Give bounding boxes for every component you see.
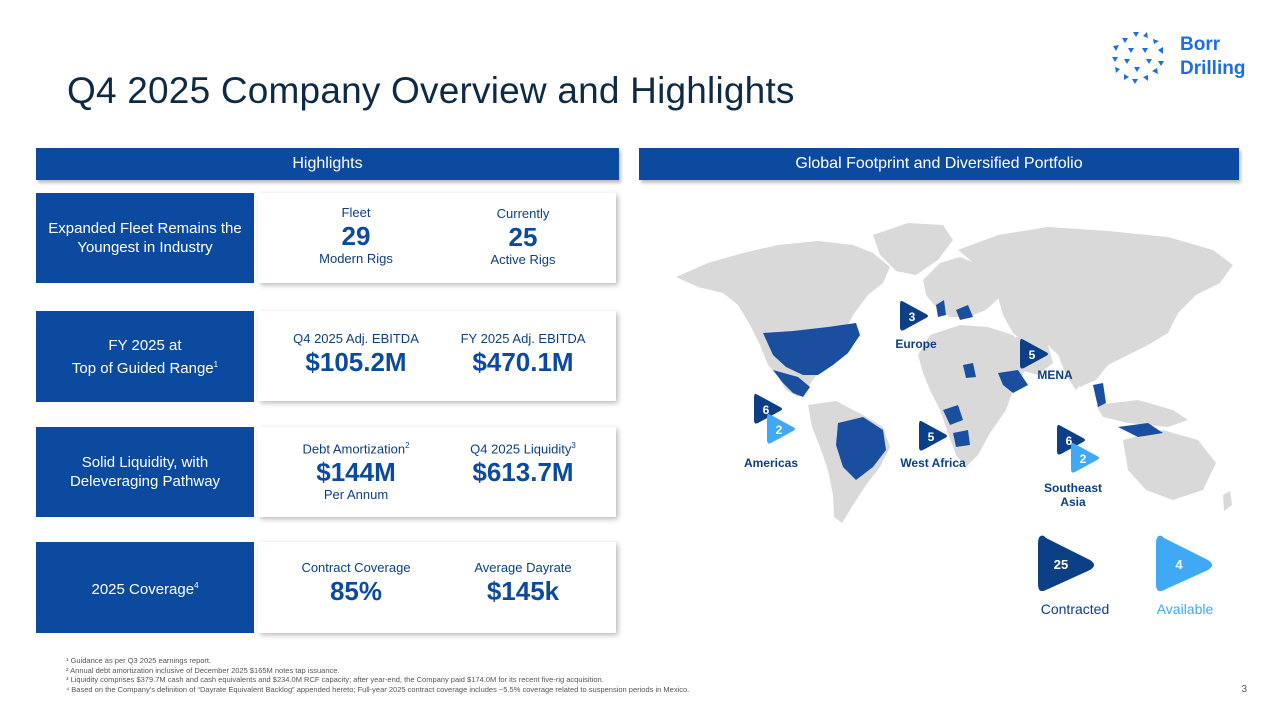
world-map — [676, 223, 1233, 523]
row-box-coverage: Contract Coverage 85% Average Dayrate $1… — [258, 542, 616, 633]
footnote-1: ¹ Guidance as per Q3 2025 earnings repor… — [66, 656, 212, 665]
map-thailand — [1093, 383, 1106, 407]
europe-contracted: 3 — [909, 310, 916, 324]
map-australia — [1123, 430, 1216, 500]
region-americas-available-marker: 2 — [767, 413, 795, 444]
map-libya — [963, 363, 976, 378]
metric-debt-amortization: Debt Amortization2 $144M Per Annum — [302, 441, 410, 503]
metric-active-rigs: Currently 25 Active Rigs — [490, 206, 556, 267]
logo-text-line2: Drilling — [1180, 58, 1246, 79]
row-label-liquidity: Solid Liquidity, with Deleveraging Pathw… — [36, 427, 254, 517]
mena-contracted: 5 — [1029, 348, 1036, 362]
legend-available-label: Available — [1156, 601, 1214, 617]
footnote-2: ² Annual debt amortization inclusive of … — [66, 665, 340, 675]
metric-average-dayrate: Average Dayrate $145k — [474, 560, 572, 606]
region-se-asia-label: Southeast Asia — [1043, 481, 1102, 509]
region-mena-marker: 5 — [1020, 338, 1048, 369]
region-west-africa-label: West Africa — [900, 456, 966, 470]
row-label-ebitda: FY 2025 at Top of Guided Range1 — [36, 311, 254, 402]
logo-mark-icon — [1112, 32, 1164, 84]
map-uk — [936, 300, 946, 317]
footnote-3: ³ Liquidity comprises $379.7M cash and c… — [66, 675, 604, 684]
logo-text-line1: Borr — [1180, 34, 1221, 55]
footnote-4: ⁴ Based on the Company’s definition of “… — [66, 684, 690, 694]
borr-drilling-logo: Borr Drilling — [1110, 30, 1260, 86]
se-asia-contracted: 6 — [1066, 434, 1073, 448]
map-west-africa — [943, 405, 963, 425]
map-south-asia — [1056, 343, 1093, 390]
metric-fleet: Fleet 29 Modern Rigs — [319, 205, 393, 266]
legend-contracted-label: Contracted — [1040, 601, 1110, 617]
map-indonesia — [1096, 400, 1188, 427]
map-africa — [918, 325, 1028, 467]
region-americas-label: Americas — [743, 456, 799, 470]
se-asia-available: 2 — [1080, 452, 1087, 466]
map-greenland — [873, 223, 953, 275]
legend-available-marker: 4 — [1156, 535, 1212, 592]
map-asia — [958, 227, 1233, 387]
legend-contracted-value: 25 — [1054, 557, 1068, 572]
region-se-asia-available-marker: 2 — [1071, 442, 1099, 473]
footnotes: ¹ Guidance as per Q3 2025 earnings repor… — [66, 656, 966, 694]
row-box-liquidity: Debt Amortization2 $144M Per Annum Q4 20… — [258, 427, 616, 517]
region-europe-marker: 3 — [900, 300, 928, 331]
map-angola — [953, 430, 970, 447]
row-box-fleet: Fleet 29 Modern Rigs Currently 25 Active… — [258, 193, 616, 283]
map-saudi — [998, 370, 1028, 393]
row-label-coverage: 2025 Coverage4 — [36, 542, 254, 633]
americas-contracted: 6 — [763, 403, 770, 417]
page-number: 3 — [1241, 684, 1247, 695]
map-north-america — [676, 241, 890, 397]
metric-q4-ebitda: Q4 2025 Adj. EBITDA $105.2M — [293, 331, 419, 377]
map-indonesia-highlight — [1118, 423, 1163, 437]
map-brazil — [836, 417, 886, 480]
region-americas-marker: 6 — [754, 393, 782, 424]
map-usa — [763, 323, 860, 375]
region-west-africa-marker: 5 — [919, 420, 947, 451]
west-africa-contracted: 5 — [928, 430, 935, 444]
row-label-fleet: Expanded Fleet Remains the Youngest in I… — [36, 193, 254, 283]
footprint-header: Global Footprint and Diversified Portfol… — [639, 148, 1239, 180]
region-europe-label: Europe — [895, 337, 937, 351]
metric-fy-ebitda: FY 2025 Adj. EBITDA $470.1M — [460, 331, 586, 377]
americas-available: 2 — [776, 423, 783, 437]
row-box-ebitda: Q4 2025 Adj. EBITDA $105.2M FY 2025 Adj.… — [258, 311, 616, 401]
metric-contract-coverage: Contract Coverage 85% — [301, 560, 411, 606]
region-se-asia-marker: 6 — [1057, 424, 1085, 455]
page-title: Q4 2025 Company Overview and Highlights — [67, 70, 795, 111]
map-mexico — [773, 370, 810, 397]
highlights-header: Highlights — [36, 148, 619, 180]
map-north-sea — [956, 305, 973, 320]
legend-contracted-marker: 25 — [1038, 535, 1094, 592]
metric-liquidity: Q4 2025 Liquidity3 $613.7M — [470, 441, 576, 488]
legend-available-value: 4 — [1175, 557, 1183, 572]
region-mena-label: MENA — [1037, 368, 1073, 382]
map-new-zealand — [1223, 491, 1232, 511]
